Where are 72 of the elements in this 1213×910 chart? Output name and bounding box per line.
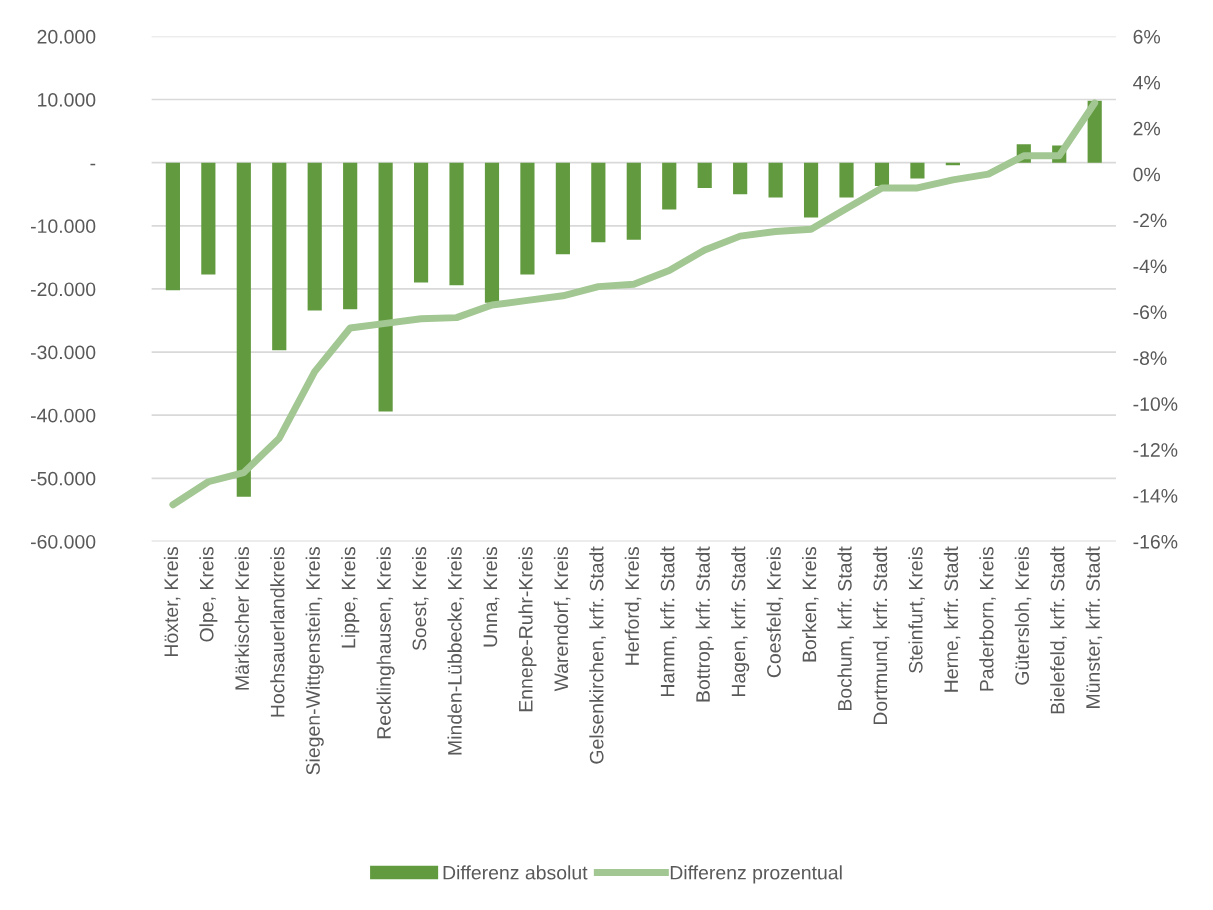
- y2-tick-label: -16%: [1133, 534, 1178, 549]
- y2-tick-label: -6%: [1133, 305, 1167, 320]
- y-tick-label: -30.000: [30, 345, 96, 360]
- bar: [733, 162, 748, 195]
- bar: [697, 162, 712, 188]
- bar: [591, 162, 606, 243]
- bar: [484, 162, 500, 303]
- bar: [768, 162, 783, 198]
- bar: [555, 162, 570, 255]
- x-tick-label: Bielefeld, krfr. Stadt: [1050, 546, 1067, 714]
- bar: [272, 162, 287, 351]
- bar: [236, 162, 251, 497]
- bar: [874, 162, 890, 187]
- bar: [803, 162, 819, 218]
- x-tick-label: Märkischer Kreis: [234, 547, 250, 690]
- bar: [201, 162, 216, 275]
- legend-label: Differenz absolut: [443, 865, 588, 880]
- bar: [626, 162, 641, 240]
- y2-tick-label: -8%: [1133, 351, 1167, 366]
- bar: [910, 162, 925, 179]
- bar: [165, 162, 180, 291]
- x-tick-label: Gütersloh, Kreis: [1014, 547, 1032, 685]
- bar: [449, 162, 464, 286]
- bar: [343, 162, 358, 310]
- x-tick-label: Herford, Kreis: [624, 547, 642, 665]
- x-tick-label: Dortmund, krfr. Stadt: [872, 546, 890, 725]
- bar: [839, 162, 854, 198]
- x-tick-label: Bochum, krfr. Stadt: [837, 546, 855, 711]
- bar: [520, 162, 535, 275]
- x-tick-label: Minden-Lübbecke, Kreis: [447, 547, 465, 755]
- x-tick-label: Recklinghausen, Kreis: [376, 547, 395, 739]
- x-tick-label: Hagen, krfr. Stadt: [731, 546, 750, 697]
- x-tick-label: Steinfurt, Kreis: [908, 547, 925, 673]
- x-tick-label: Herne, krfr. Stadt: [943, 546, 961, 692]
- y2-tick-label: 2%: [1133, 121, 1161, 136]
- x-tick-label: Höxter, Kreis: [163, 547, 181, 657]
- y-tick-label: -20.000: [30, 282, 96, 297]
- y-tick-label: -60.000: [30, 534, 96, 549]
- y2-tick-label: 6%: [1133, 29, 1161, 44]
- bar: [413, 162, 429, 283]
- x-tick-label: Soest, Kreis: [412, 547, 429, 651]
- x-tick-label: Coesfeld, Kreis: [766, 547, 784, 678]
- x-tick-label: Paderborn, Kreis: [979, 547, 996, 691]
- y2-tick-label: -14%: [1133, 489, 1178, 503]
- x-tick-label: Bottrop, krfr. Stadt: [695, 546, 714, 702]
- y2-tick-label: -2%: [1133, 213, 1167, 228]
- bar: [662, 162, 677, 210]
- x-tick-label: Münster, krfr. Stadt: [1085, 546, 1103, 708]
- y-tick-label: -: [90, 163, 96, 166]
- legend-label: Differenz prozentual: [670, 865, 842, 884]
- x-tick-label: Borken, Kreis: [802, 547, 819, 662]
- x-tick-label: Gelsenkirchen, krfr. Stadt: [589, 546, 606, 764]
- x-tick-label: Hochsauerlandkreis: [270, 547, 285, 717]
- y-tick-label: -40.000: [30, 408, 96, 423]
- x-tick-label: Lippe, Kreis: [341, 547, 360, 648]
- y-tick-label: 10.000: [38, 93, 96, 107]
- y2-tick-label: -12%: [1133, 443, 1178, 457]
- y2-tick-label: 0%: [1133, 167, 1161, 182]
- y-tick-label: -50.000: [30, 471, 96, 486]
- y2-tick-label: -4%: [1133, 259, 1167, 274]
- y-tick-label: -10.000: [30, 219, 96, 234]
- x-tick-label: Siegen-Wittgenstein, Kreis: [305, 547, 324, 775]
- y2-tick-label: 4%: [1133, 75, 1161, 90]
- x-tick-label: Olpe, Kreis: [199, 547, 218, 642]
- y-tick-label: 20.000: [37, 29, 96, 44]
- x-tick-label: Unna, Kreis: [482, 547, 500, 647]
- bar: [378, 162, 393, 412]
- x-tick-label: Ennepe-Ruhr-Kreis: [518, 547, 537, 712]
- x-tick-label: Hamm, krfr. Stadt: [660, 546, 677, 696]
- x-tick-label: Warendorf, Kreis: [553, 547, 571, 692]
- bar: [307, 162, 322, 311]
- y2-tick-label: -10%: [1133, 397, 1178, 411]
